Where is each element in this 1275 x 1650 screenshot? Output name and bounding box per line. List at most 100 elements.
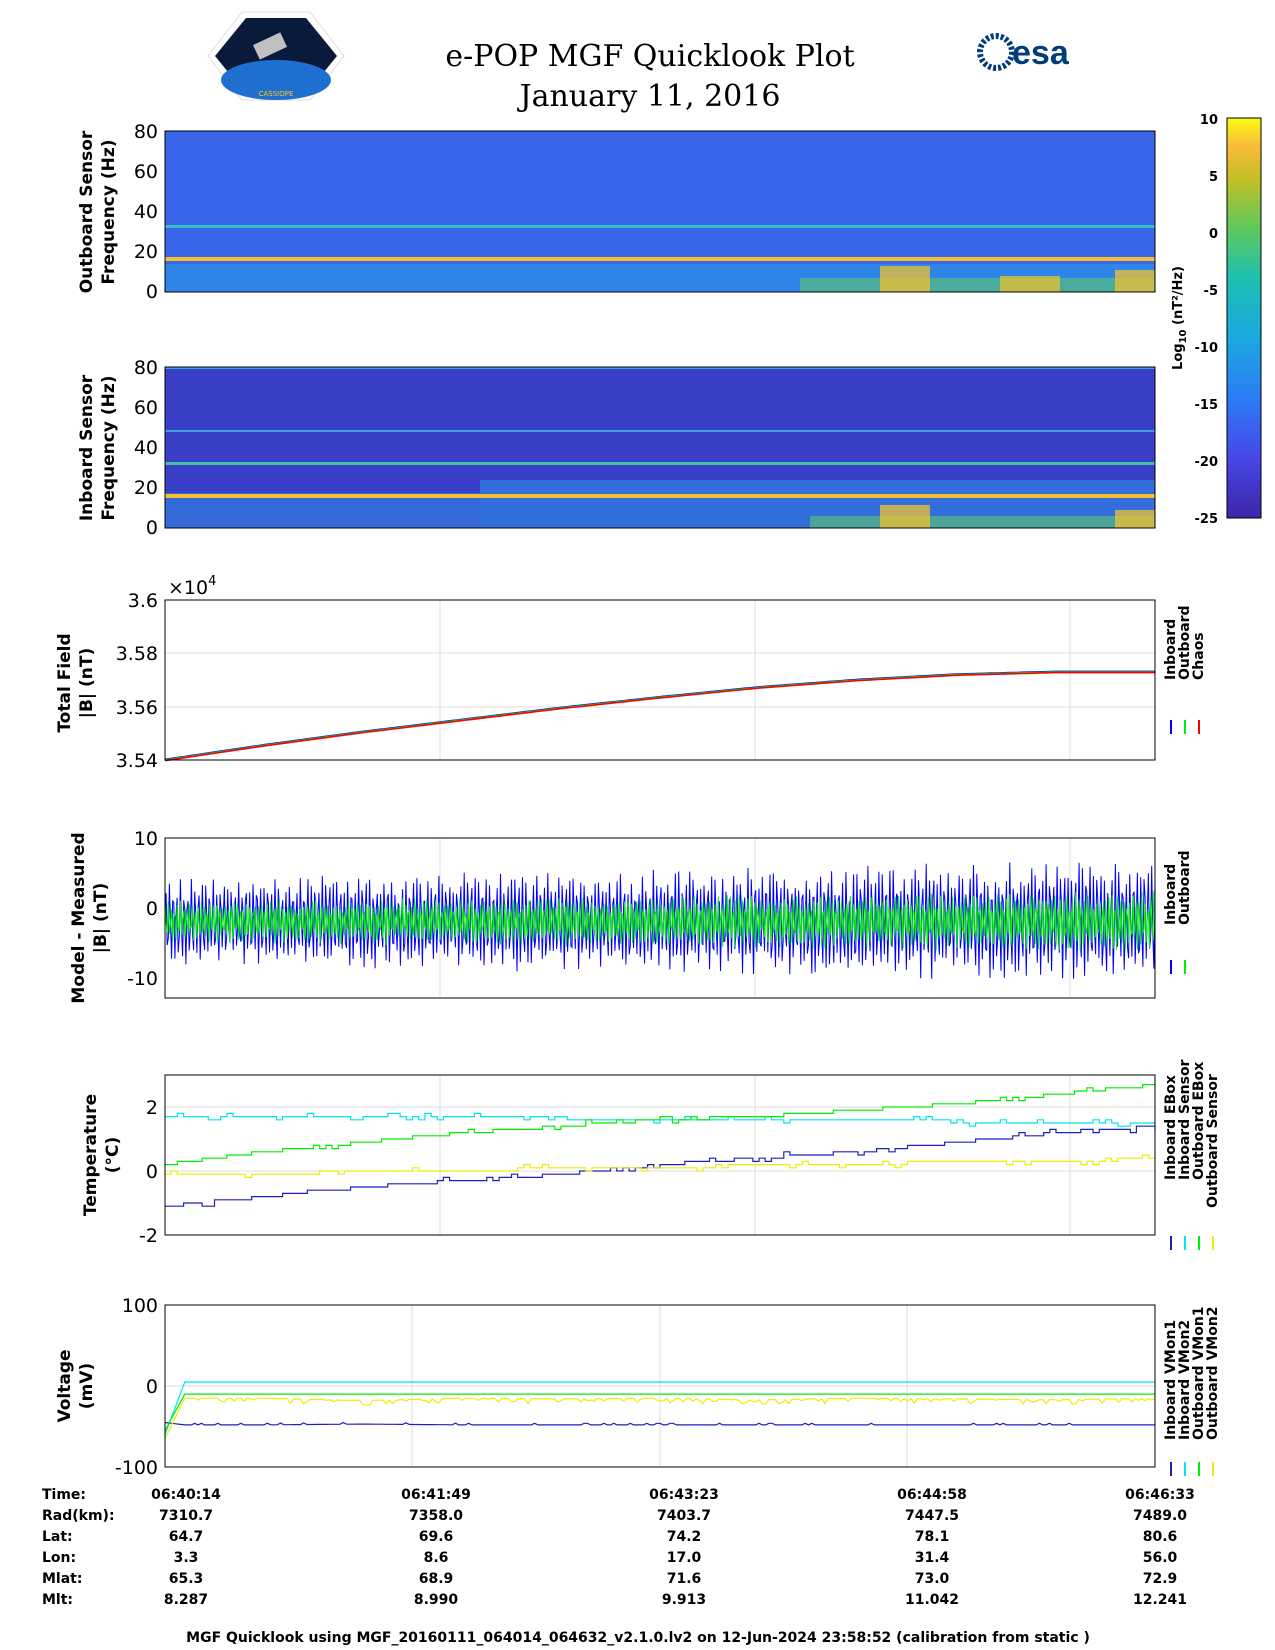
colorbar-tick: 0: [1209, 227, 1218, 242]
legend-outboard: Outboard: [1177, 850, 1193, 925]
outboard-spectrogram-panel: 80 60 40 20 0 Outboard Sensor Frequency …: [77, 121, 1156, 303]
info-cell: 8.990: [414, 1592, 459, 1608]
diff-inboard-series: [164, 862, 1156, 979]
info-cell: 12.241: [1133, 1592, 1187, 1608]
colorbar: 10 5 0 -5 -10 -15 -20 -25 Log10 (nT²/Hz): [1171, 113, 1262, 527]
info-cell: 64.7: [169, 1529, 204, 1545]
info-row-label: Mlat:: [42, 1571, 82, 1587]
total-field-panel: 3.6 3.58 3.56 3.54 ×104 Total Field |B| …: [55, 574, 1207, 772]
left-logo: CASSIOPE: [207, 11, 345, 101]
info-cell: 06:43:23: [649, 1487, 719, 1503]
footer-caption: MGF Quicklook using MGF_20160111_064014_…: [186, 1630, 1090, 1646]
temp-ylabel-2: (°C): [103, 1137, 123, 1174]
page-date: January 11, 2016: [517, 79, 781, 114]
total-exponent: ×104: [168, 574, 216, 599]
volt-ylabel-2: (mV): [77, 1363, 97, 1409]
inboard-32hz-line: [165, 462, 1155, 465]
diff-outboard-series: [164, 890, 1156, 952]
temp-series-outboard-ebox: [165, 1084, 1155, 1166]
info-cell: 8.287: [164, 1592, 208, 1608]
diff-ytick: 10: [134, 828, 158, 850]
outboard-ytick: 80: [134, 121, 158, 143]
volt-ylabel-1: Voltage: [55, 1349, 75, 1422]
inboard-16hz-line: [165, 494, 1155, 498]
info-cell: 9.913: [662, 1592, 706, 1608]
info-row-label: Lon:: [42, 1550, 76, 1566]
colorbar-tick: -5: [1204, 284, 1218, 299]
info-cell: 06:41:49: [401, 1487, 471, 1503]
outboard-ytick: 20: [134, 241, 158, 263]
info-row-label: Lat:: [42, 1529, 73, 1545]
volt-ytick: 0: [146, 1376, 158, 1398]
inboard-ytick: 40: [134, 437, 158, 459]
inboard-ytick: 60: [134, 397, 158, 419]
info-cell: 65.3: [169, 1571, 204, 1587]
legend-outboard-sensor: Outboard Sensor: [1205, 1074, 1221, 1208]
inboard-ytick: 20: [134, 477, 158, 499]
colorbar-tick: 5: [1209, 170, 1218, 185]
outboard-ytick: 60: [134, 161, 158, 183]
temp-ytick: 0: [146, 1161, 158, 1183]
total-ytick: 3.58: [116, 643, 158, 665]
diff-ylabel-2: |B| (nT): [91, 883, 111, 954]
info-cell: 7403.7: [657, 1508, 711, 1524]
total-ylabel-1: Total Field: [55, 633, 75, 732]
temp-ytick: -2: [139, 1225, 158, 1247]
outboard-ylabel-2: Frequency (Hz): [99, 139, 119, 284]
info-cell: 7358.0: [409, 1508, 463, 1524]
info-cell: 06:46:33: [1125, 1487, 1195, 1503]
diff-ylabel-1: Model - Measured: [69, 832, 89, 1003]
esa-logo-text: esa: [1012, 34, 1070, 72]
diff-ytick: -10: [127, 968, 158, 990]
legend-outboard-vmon1: Outboard VMon1: [1191, 1306, 1207, 1440]
temp-series-inboard-sensor: [165, 1112, 1155, 1127]
inboard-spectrogram-panel: 80 60 40 20 0 Inboard Sensor Frequency (…: [77, 357, 1156, 539]
esa-logo: esa: [977, 33, 1070, 72]
inboard-ylabel-1: Inboard Sensor: [77, 374, 97, 521]
legend-inboard: Inboard: [1163, 864, 1179, 925]
total-ytick: 3.6: [128, 590, 158, 612]
volt-ytick: 100: [122, 1295, 158, 1317]
total-series-chaos: [164, 671, 1155, 762]
legend-outboard-ebox: Outboard EBox: [1191, 1062, 1207, 1180]
inboard-ylabel-2: Frequency (Hz): [99, 375, 119, 520]
model-measured-panel: 10 0 -10 Model - Measured |B| (nT) Inboa…: [69, 828, 1193, 1004]
info-row-label: Mlt:: [42, 1592, 73, 1608]
outboard-ytick: 0: [146, 281, 158, 303]
outboard-16hz-line: [165, 257, 1155, 261]
volt-series-outboard-vmon1: [164, 1393, 1155, 1431]
orbit-info-table: Time: Rad(km): Lat: Lon: Mlat: Mlt: 06:4…: [42, 1487, 1195, 1608]
info-cell: 69.6: [419, 1529, 454, 1545]
legend-chaos: Chaos: [1191, 632, 1207, 680]
page-title: e-POP MGF Quicklook Plot: [445, 39, 854, 74]
outboard-ylabel-1: Outboard Sensor: [77, 130, 97, 293]
temperature-panel: 2 0 -2 Temperature (°C) Inboard EBox Inb…: [81, 1059, 1221, 1250]
inboard-ytick: 80: [134, 357, 158, 379]
legend-outboard-vmon2: Outboard VMon2: [1205, 1306, 1221, 1440]
info-cell: 7489.0: [1133, 1508, 1187, 1524]
colorbar-label: Log10 (nT²/Hz): [1171, 266, 1189, 370]
info-cell: 11.042: [905, 1592, 959, 1608]
info-cell: 71.6: [667, 1571, 702, 1587]
temp-ylabel-1: Temperature: [81, 1094, 101, 1216]
info-cell: 73.0: [915, 1571, 950, 1587]
volt-series-outboard-vmon2: [164, 1397, 1156, 1439]
legend-inboard: Inboard: [1163, 619, 1179, 680]
volt-series-inboard-vmon1: [164, 1421, 1155, 1426]
info-cell: 72.9: [1143, 1571, 1178, 1587]
info-cell: 3.3: [174, 1550, 199, 1566]
info-cell: 06:44:58: [897, 1487, 967, 1503]
info-cell: 78.1: [915, 1529, 950, 1545]
colorbar-tick: -15: [1195, 398, 1219, 413]
colorbar-tick: -10: [1195, 341, 1219, 356]
info-row-label: Time:: [42, 1487, 86, 1503]
total-ylabel-2: |B| (nT): [77, 648, 97, 719]
colorbar-tick: -20: [1195, 455, 1219, 470]
volt-ytick: -100: [115, 1457, 158, 1479]
legend-outboard: Outboard: [1177, 605, 1193, 680]
info-cell: 7447.5: [905, 1508, 959, 1524]
info-cell: 8.6: [424, 1550, 449, 1566]
outboard-ytick: 40: [134, 201, 158, 223]
inboard-ytick: 0: [146, 517, 158, 539]
